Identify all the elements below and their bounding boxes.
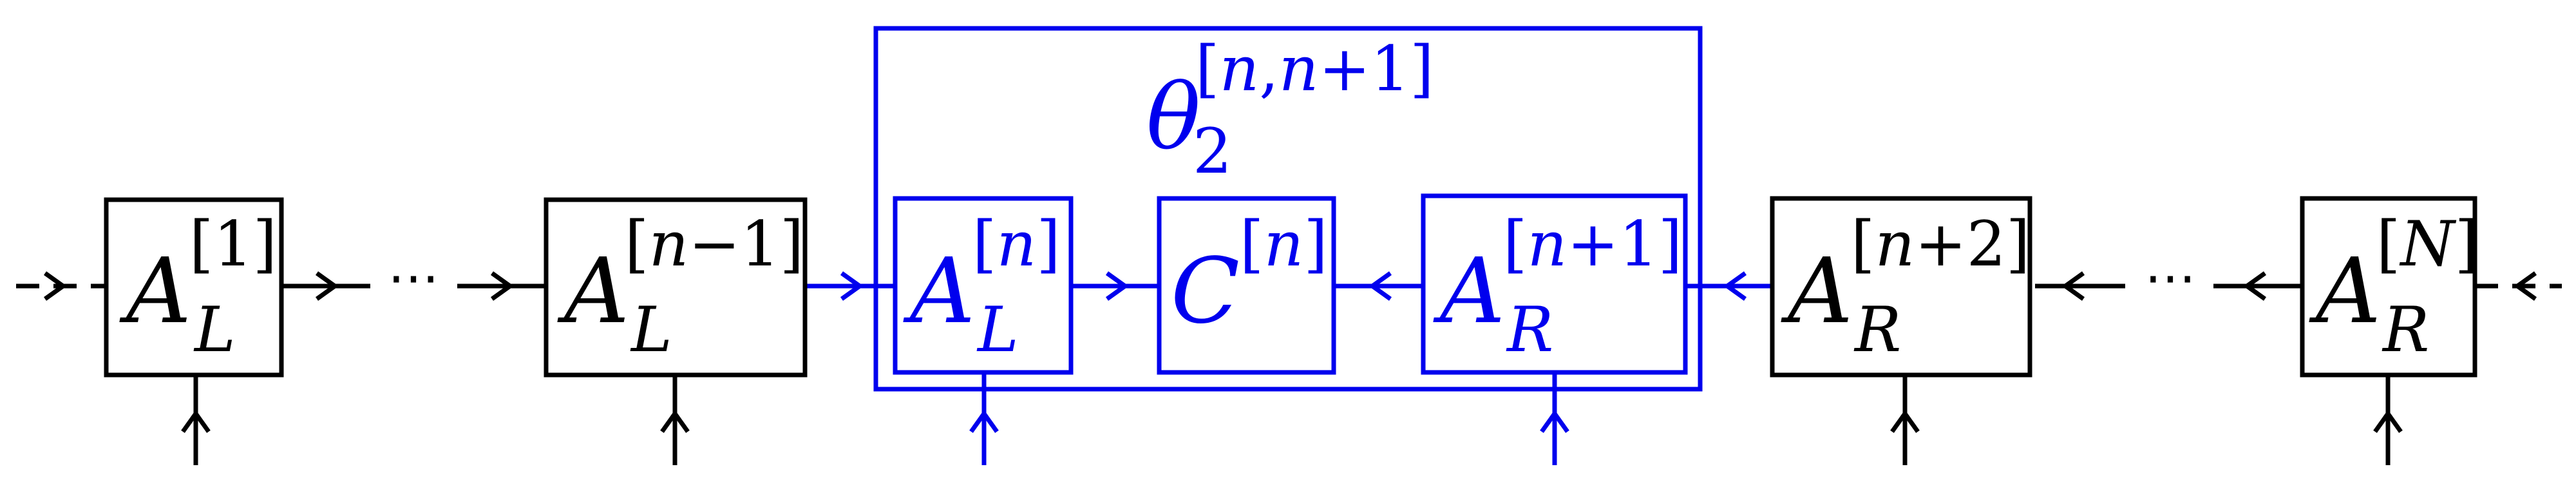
label-theta-sub: 2: [1193, 115, 1232, 187]
label-an-sub: L: [976, 294, 1019, 366]
leg-anp2-arrow: [1890, 409, 1920, 434]
tensor-aN-box: [2300, 196, 2477, 378]
label-cn: C [n]: [1171, 208, 1328, 344]
label-an-sup: [n]: [972, 208, 1061, 280]
label-anp1-sup: [n+1]: [1503, 208, 1682, 280]
bond-anm1-arrow: [490, 271, 515, 301]
boxes: [104, 26, 2477, 392]
leg-anp1-arrow: [1540, 409, 1569, 434]
black-connectors: [16, 271, 2562, 465]
bond-into-theta-arrow: [840, 271, 864, 301]
tensor-anm1-box: [544, 197, 808, 378]
bond-anp2-arrow: [2061, 271, 2085, 301]
label-aN-base: A: [2309, 239, 2381, 344]
tensor-a1-box: [104, 197, 284, 378]
label-anp1-sub: R: [1506, 294, 1553, 366]
label-theta-sup: [n,n+1]: [1195, 33, 1434, 105]
label-anp1: A R [n+1]: [1433, 208, 1682, 366]
label-theta: θ 2 [n,n+1]: [1146, 33, 1434, 187]
label-anp1-base: A: [1433, 239, 1505, 344]
tensor-an-box: [893, 196, 1074, 375]
label-anp2-sup: [n+2]: [1851, 208, 2030, 280]
label-anp2: A R [n+2]: [1781, 208, 2030, 366]
label-anp2-sub: R: [1853, 294, 1901, 366]
bond-out-theta-arrow: [1723, 271, 1747, 301]
ellipsis-left: ⋯: [388, 247, 439, 307]
bond-aN-arrow: [2242, 271, 2267, 301]
tensor-cn-box: [1157, 196, 1336, 375]
label-a1-sub: L: [193, 294, 236, 366]
label-theta-base: θ: [1146, 65, 1200, 170]
label-anp2-base: A: [1781, 239, 1853, 344]
theta-box: [873, 26, 1703, 392]
label-a1-base: A: [119, 239, 191, 344]
right-boundary-arrow: [2513, 271, 2537, 301]
label-aN: A R [N]: [2309, 208, 2479, 366]
blue-connectors: [805, 271, 1772, 465]
label-cn-sup: [n]: [1240, 208, 1328, 280]
left-boundary-arrow: [43, 271, 68, 301]
tensor-anp1-box: [1421, 193, 1688, 375]
label-aN-sup: [N]: [2376, 208, 2479, 280]
label-an: A L [n]: [903, 208, 1061, 366]
leg-anm1-arrow: [660, 409, 690, 434]
label-anm1-sup: [n−1]: [625, 208, 804, 280]
label-an-base: A: [903, 239, 975, 344]
tensor-anp2-box: [1770, 196, 2032, 378]
ellipsis-right: ⋯: [2145, 247, 2196, 307]
label-anm1: A L [n−1]: [557, 208, 804, 366]
label-anm1-base: A: [557, 239, 629, 344]
leg-an-arrow: [969, 409, 999, 434]
leg-aN-arrow: [2373, 409, 2403, 434]
leg-a1-arrow: [181, 409, 211, 434]
bond-an-cn-arrow: [1105, 271, 1130, 301]
label-a1: A L [1]: [119, 208, 277, 366]
bond-anp1-cn-arrow: [1368, 271, 1392, 301]
label-aN-sub: R: [2382, 294, 2429, 366]
label-anm1-sub: L: [630, 294, 672, 366]
bond-a1-arrow: [315, 271, 339, 301]
label-a1-sup: [1]: [189, 208, 277, 280]
label-cn-base: C: [1171, 239, 1240, 344]
